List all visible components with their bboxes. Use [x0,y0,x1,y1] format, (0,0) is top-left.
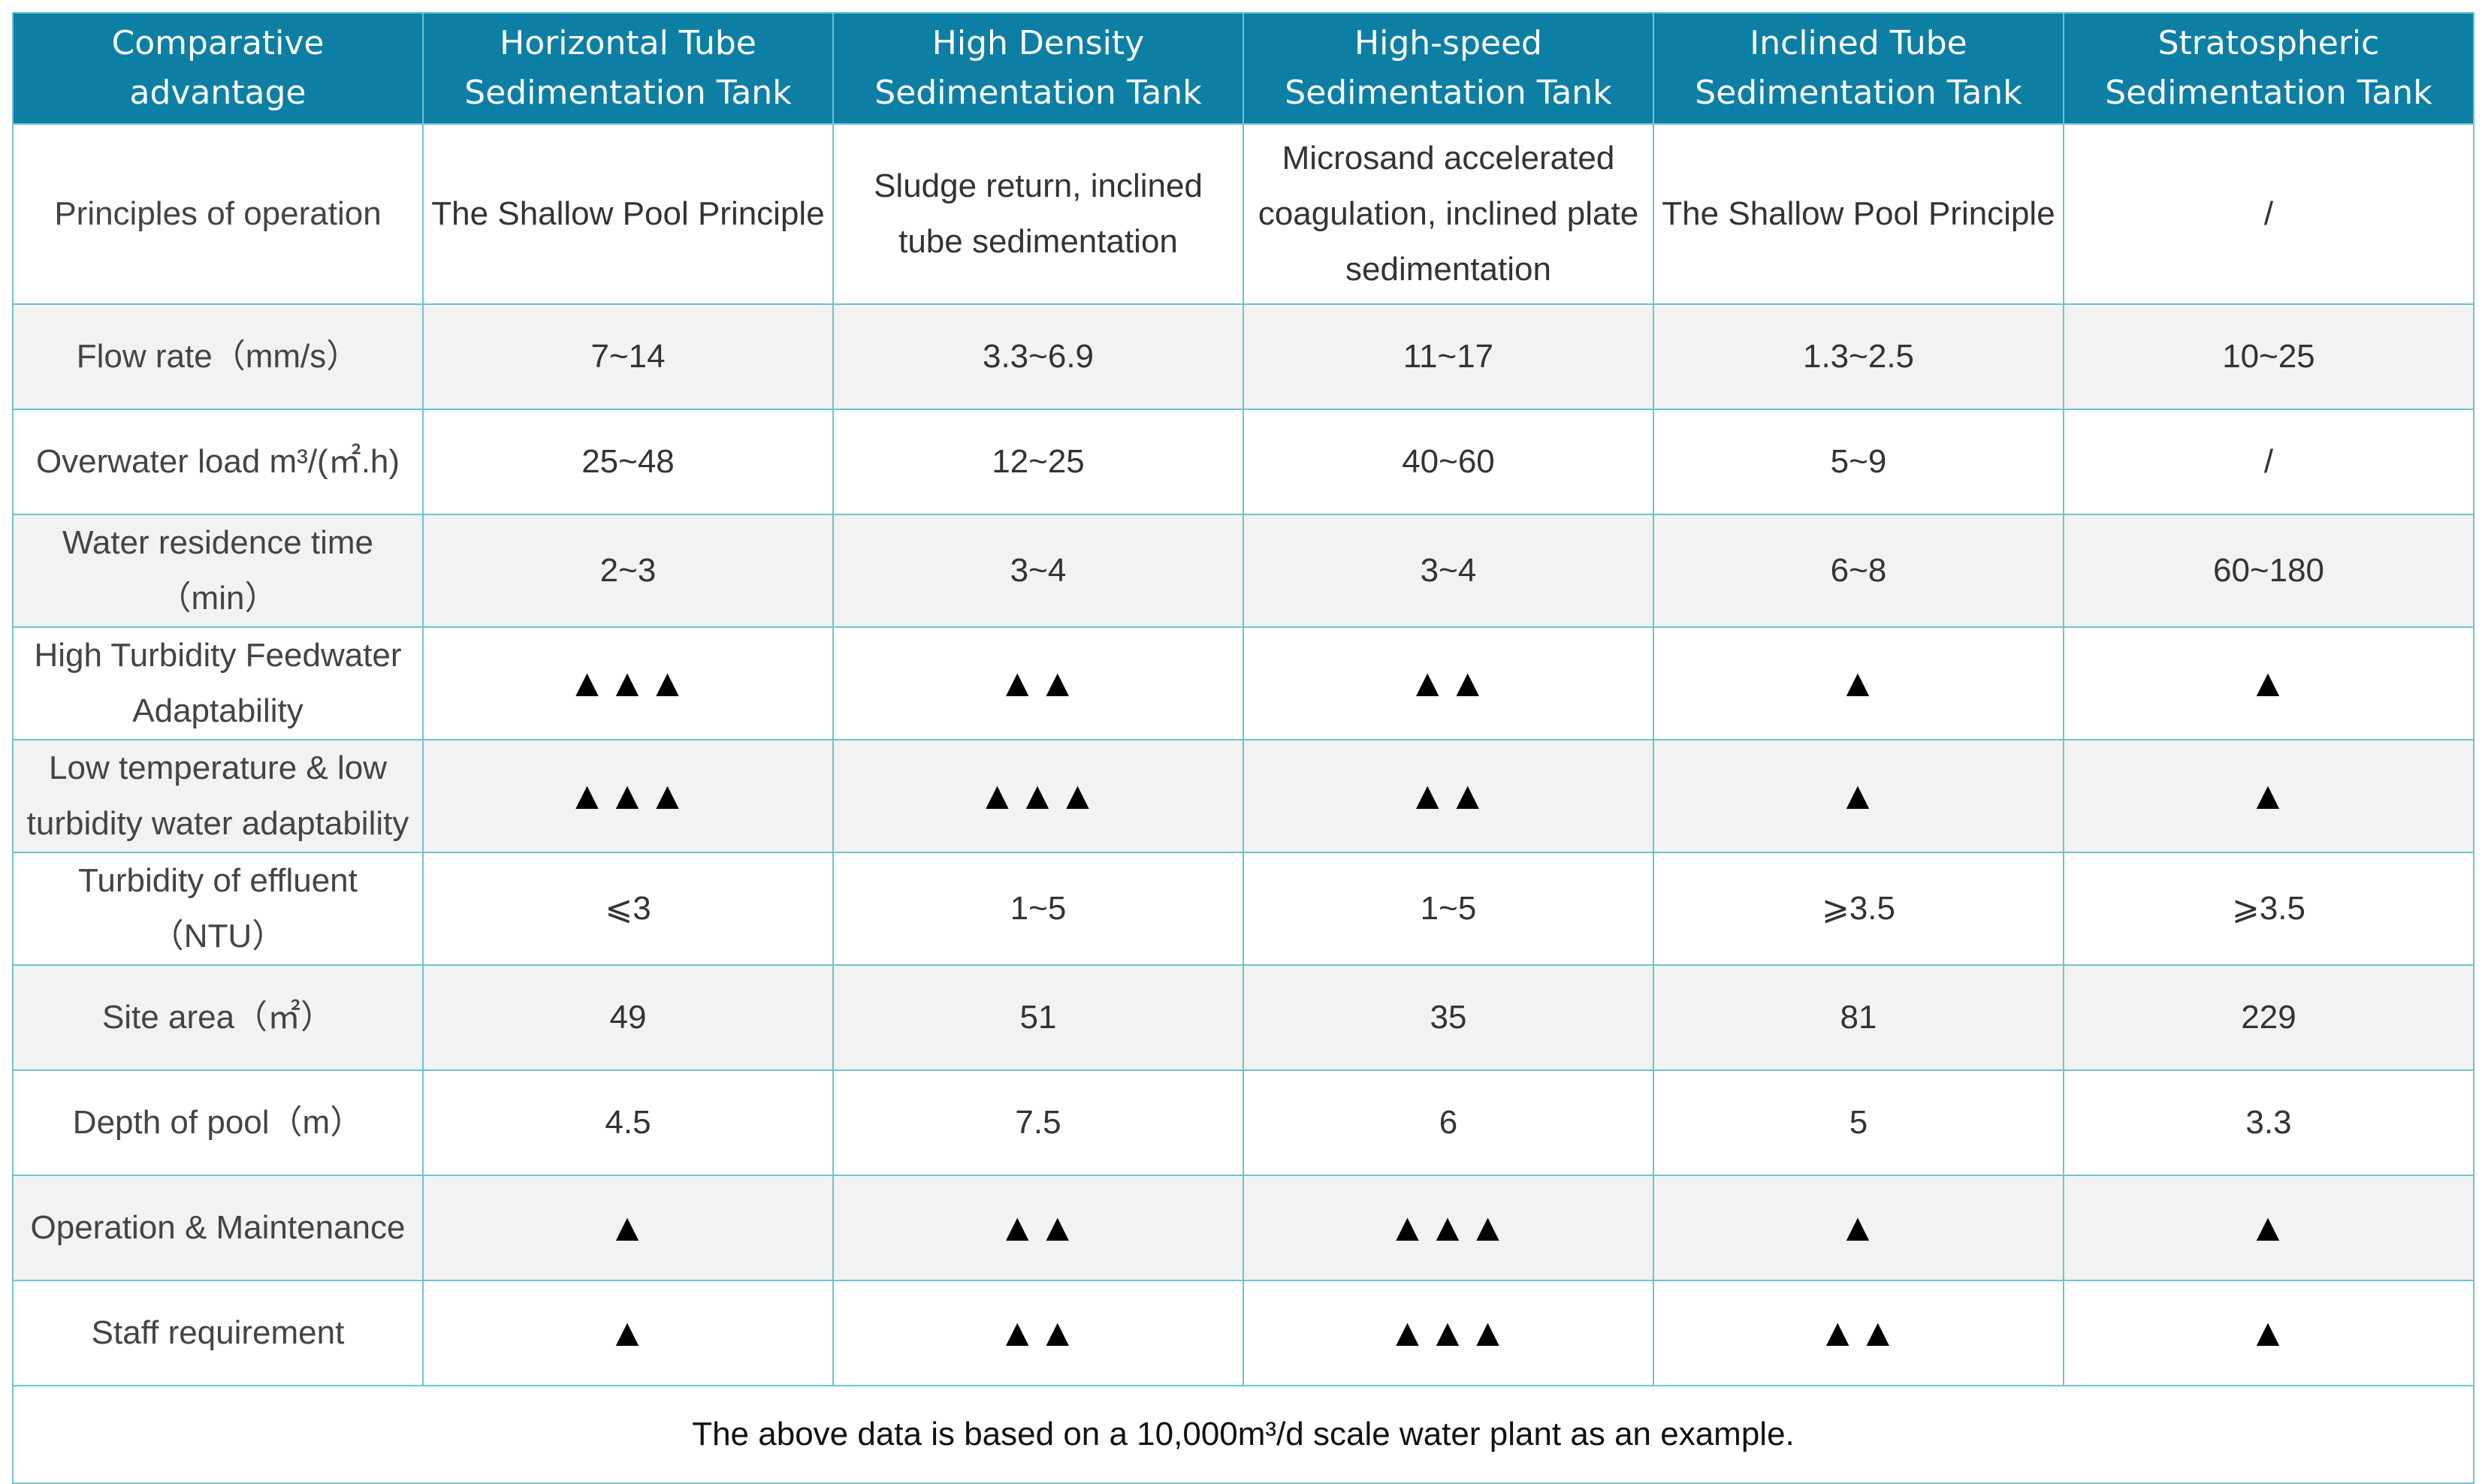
row-operation-maintenance: Operation & Maintenance ▲ ▲▲ ▲▲▲ ▲ ▲ [12,1175,2474,1281]
table-cell: The Shallow Pool Principle [422,123,834,305]
rating-triangles: ▲▲ [1653,1280,2064,1386]
rating-triangles: ▲▲ [832,1175,1244,1281]
header-horizontal-tube: Horizontal Tube Sedimentation Tank [422,12,834,125]
table-cell: 60~180 [2063,514,2474,628]
row-label: Principles of operation [12,123,424,305]
rating-triangles: ▲▲ [832,626,1244,740]
table-cell: 4.5 [422,1069,834,1176]
row-label: Low temperature & low turbidity water ad… [12,739,424,853]
row-high-turbidity: High Turbidity Feedwater Adaptability ▲▲… [12,626,2474,740]
row-label: High Turbidity Feedwater Adaptability [12,626,424,740]
row-label: Site area（㎡） [12,964,424,1071]
row-label: Depth of pool（m） [12,1069,424,1176]
table-cell: 25~48 [422,409,834,515]
table-cell: 3~4 [832,514,1244,628]
table-cell: ⩽3 [422,852,834,966]
rating-triangles: ▲ [2063,1280,2474,1386]
rating-triangles: ▲ [2063,739,2474,853]
rating-triangles: ▲▲▲ [832,739,1244,853]
row-label: Overwater load m³/(㎡.h) [12,409,424,515]
row-residence-time: Water residence time（min） 2~3 3~4 3~4 6~… [12,514,2474,628]
table-cell: Microsand accelerated coagulation, incli… [1242,123,1654,305]
table-cell: 3.3~6.9 [832,303,1244,410]
table-cell: 5 [1653,1069,2064,1176]
comparison-table-container: Comparative advantage Horizontal Tube Se… [12,12,2474,1484]
header-high-speed: High-speed Sedimentation Tank [1242,12,1654,125]
table-cell: 81 [1653,964,2064,1071]
footnote-row: The above data is based on a 10,000m³/d … [12,1385,2474,1484]
table-cell: The Shallow Pool Principle [1653,123,2064,305]
table-cell: 6 [1242,1069,1654,1176]
table-cell: 5~9 [1653,409,2064,515]
row-label: Staff requirement [12,1280,424,1386]
rating-triangles: ▲ [422,1175,834,1281]
table-cell: ⩾3.5 [2063,852,2474,966]
table-cell: 6~8 [1653,514,2064,628]
row-pool-depth: Depth of pool（m） 4.5 7.5 6 5 3.3 [12,1069,2474,1176]
rating-triangles: ▲ [422,1280,834,1386]
rating-triangles: ▲ [1653,739,2064,853]
rating-triangles: ▲▲ [1242,739,1654,853]
row-label: Water residence time（min） [12,514,424,628]
table-cell: 12~25 [832,409,1244,515]
table-cell: Sludge return, inclined tube sedimentati… [832,123,1244,305]
header-high-density: High Density Sedimentation Tank [832,12,1244,125]
table-cell: / [2063,123,2474,305]
row-effluent-turbidity: Turbidity of effluent（NTU） ⩽3 1~5 1~5 ⩾3… [12,852,2474,966]
rating-triangles: ▲▲ [1242,626,1654,740]
row-site-area: Site area（㎡） 49 51 35 81 229 [12,964,2474,1071]
table-cell: 35 [1242,964,1654,1071]
rating-triangles: ▲▲▲ [422,739,834,853]
rating-triangles: ▲ [1653,626,2064,740]
table-cell: / [2063,409,2474,515]
table-cell: ⩾3.5 [1653,852,2064,966]
row-low-temp-turbidity: Low temperature & low turbidity water ad… [12,739,2474,853]
rating-triangles: ▲▲▲ [1242,1280,1654,1386]
row-label: Turbidity of effluent（NTU） [12,852,424,966]
rating-triangles: ▲ [2063,1175,2474,1281]
table-cell: 2~3 [422,514,834,628]
table-cell: 1~5 [1242,852,1654,966]
table-cell: 51 [832,964,1244,1071]
table-cell: 229 [2063,964,2474,1071]
table-cell: 40~60 [1242,409,1654,515]
rating-triangles: ▲▲▲ [422,626,834,740]
header-inclined-tube: Inclined Tube Sedimentation Tank [1653,12,2064,125]
row-principles: Principles of operation The Shallow Pool… [12,123,2474,305]
header-corner: Comparative advantage [12,12,424,125]
header-stratospheric: Stratospheric Sedimentation Tank [2063,12,2474,125]
table-cell: 11~17 [1242,303,1654,410]
row-overwater-load: Overwater load m³/(㎡.h) 25~48 12~25 40~6… [12,409,2474,515]
footnote: The above data is based on a 10,000m³/d … [12,1385,2474,1484]
row-label: Operation & Maintenance [12,1175,424,1281]
table-cell: 7~14 [422,303,834,410]
table-cell: 1.3~2.5 [1653,303,2064,410]
table-cell: 10~25 [2063,303,2474,410]
header-row: Comparative advantage Horizontal Tube Se… [12,12,2474,125]
row-staff-requirement: Staff requirement ▲ ▲▲ ▲▲▲ ▲▲ ▲ [12,1280,2474,1386]
rating-triangles: ▲▲▲ [1242,1175,1654,1281]
table-cell: 3.3 [2063,1069,2474,1176]
row-flow-rate: Flow rate（mm/s） 7~14 3.3~6.9 11~17 1.3~2… [12,303,2474,410]
rating-triangles: ▲ [2063,626,2474,740]
table-cell: 49 [422,964,834,1071]
row-label: Flow rate（mm/s） [12,303,424,410]
table-cell: 7.5 [832,1069,1244,1176]
table-cell: 1~5 [832,852,1244,966]
rating-triangles: ▲▲ [832,1280,1244,1386]
table-cell: 3~4 [1242,514,1654,628]
rating-triangles: ▲ [1653,1175,2064,1281]
comparison-table: Comparative advantage Horizontal Tube Se… [12,12,2474,1484]
